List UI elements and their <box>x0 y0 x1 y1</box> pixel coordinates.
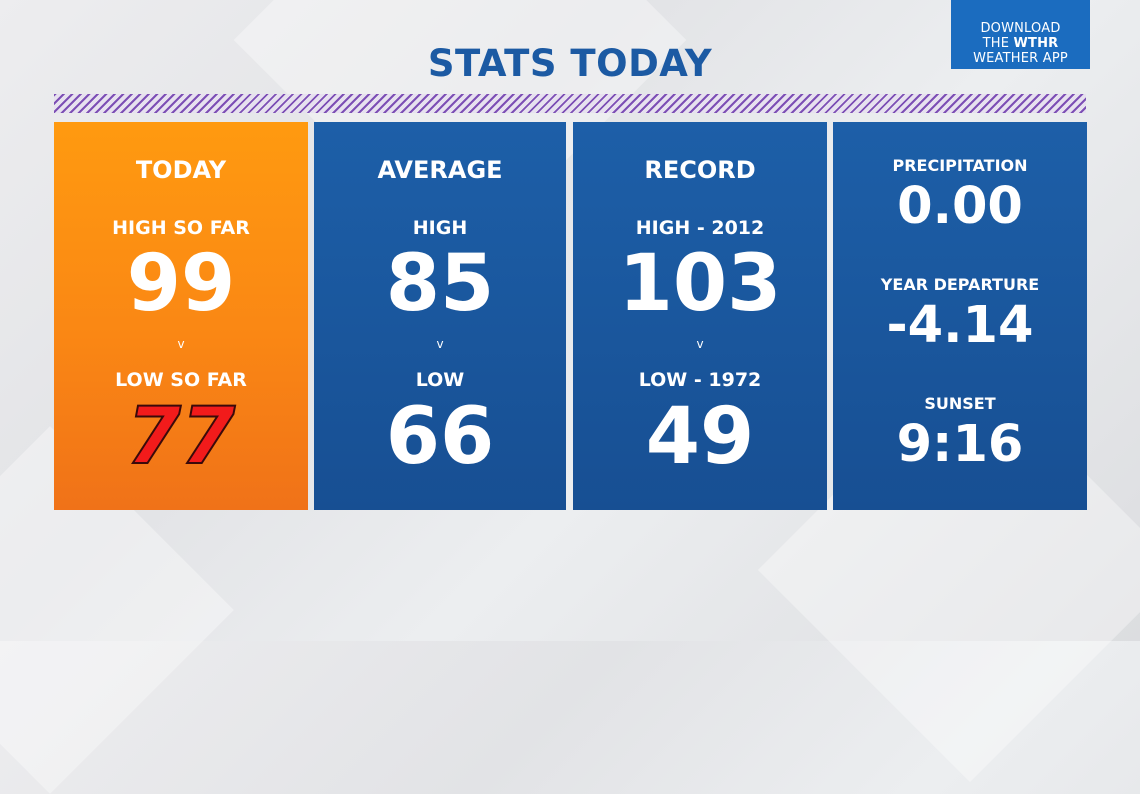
average-low-label: LOW <box>415 369 465 391</box>
download-app-badge[interactable]: DOWNLOAD THE WTHR WEATHER APP <box>951 0 1090 69</box>
record-separator: v <box>696 337 704 351</box>
today-high-label: HIGH SO FAR <box>112 217 250 239</box>
record-low-label: LOW - 1972 <box>638 369 762 391</box>
average-panel: AVERAGE HIGH 85 v LOW 66 <box>314 122 566 510</box>
record-heading: RECORD <box>644 156 756 184</box>
badge-line-1: DOWNLOAD <box>980 21 1061 36</box>
record-high-value: 103 <box>618 239 782 329</box>
badge-line-2: THE WTHR <box>982 36 1059 51</box>
record-low-value: 49 <box>645 392 755 482</box>
today-low-value: 77 <box>126 392 237 482</box>
average-low-value: 66 <box>385 392 495 482</box>
wthr-brand: WTHR <box>1013 36 1059 51</box>
badge-line-3: WEATHER APP <box>973 51 1068 66</box>
average-heading: AVERAGE <box>377 156 503 184</box>
year-departure-label: YEAR DEPARTURE <box>880 275 1040 294</box>
record-high-label: HIGH - 2012 <box>635 217 765 239</box>
today-heading: TODAY <box>135 156 227 184</box>
average-high-value: 85 <box>385 239 495 329</box>
today-low-label: LOW SO FAR <box>115 369 247 391</box>
today-high-value: 99 <box>126 239 236 329</box>
record-panel: RECORD HIGH - 2012 103 v LOW - 1972 49 <box>573 122 827 510</box>
year-departure-value: -4.14 <box>886 296 1034 355</box>
today-panel: TODAY HIGH SO FAR 99 v LOW SO FAR 77 <box>54 122 308 510</box>
page-title: STATS TODAY <box>427 42 713 85</box>
precipitation-label: PRECIPITATION <box>892 156 1028 175</box>
average-high-label: HIGH <box>412 217 468 239</box>
sunset-value: 9:16 <box>896 415 1024 474</box>
average-separator: v <box>436 337 444 351</box>
stats-panel: PRECIPITATION 0.00 YEAR DEPARTURE -4.14 … <box>833 122 1087 510</box>
precipitation-value: 0.00 <box>897 177 1023 236</box>
sunset-label: SUNSET <box>924 394 996 413</box>
decorative-stripe <box>54 94 1086 113</box>
today-separator: v <box>177 337 185 351</box>
